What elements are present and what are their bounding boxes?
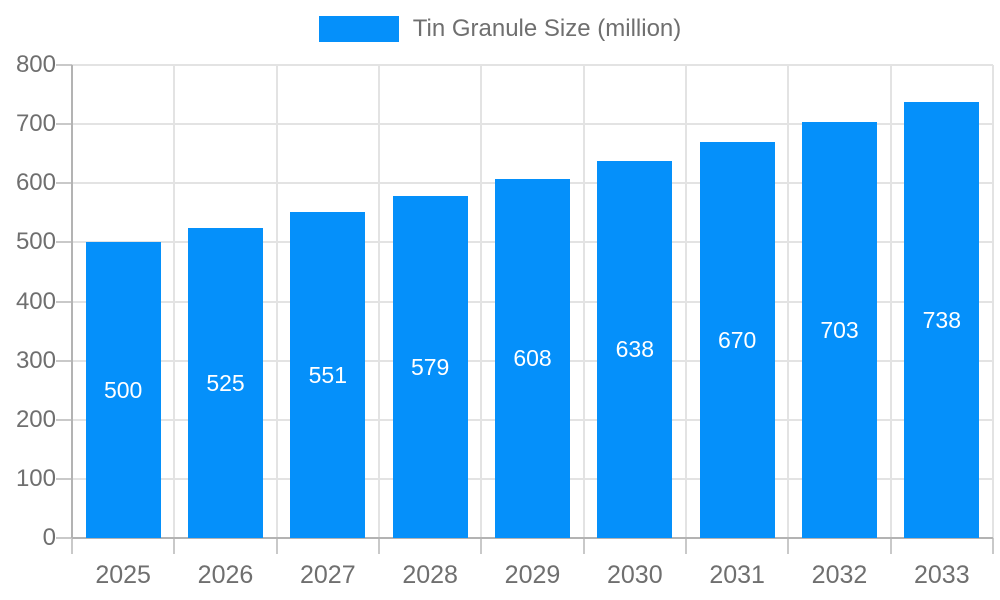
y-axis-label-100: 100: [15, 464, 56, 492]
x-axis-label-2029: 2029: [504, 561, 561, 589]
gridline-vertical-6: [685, 65, 687, 538]
bar-2032: [802, 122, 877, 538]
x-axis-tick-3: [378, 538, 380, 554]
gridline-horizontal-700: [72, 123, 993, 126]
x-axis-label-2031: 2031: [709, 561, 765, 589]
x-axis-tick-0: [71, 538, 73, 554]
x-axis-tick-1: [173, 538, 176, 554]
bar-2027: [290, 212, 366, 538]
x-axis-tick-2: [275, 538, 278, 554]
x-axis-tick-5: [582, 538, 585, 554]
gridline-vertical-9: [992, 65, 994, 538]
bar-value-label-2026: 525: [206, 369, 245, 396]
bar-value-label-2027: 551: [308, 362, 348, 389]
y-axis-label-500: 500: [15, 228, 56, 256]
y-axis-tick-0: [56, 537, 72, 539]
x-axis-label-2033: 2033: [914, 561, 970, 589]
x-axis-tick-6: [685, 538, 687, 554]
bar-2030: [597, 160, 673, 538]
gridline-vertical-2: [275, 65, 278, 538]
x-axis-tick-8: [889, 538, 892, 554]
y-axis-tick-200: [56, 418, 72, 421]
bar-value-label-2031: 670: [717, 326, 757, 353]
gridline-vertical-7: [787, 65, 790, 538]
gridline-vertical-3: [378, 65, 380, 538]
y-axis-label-700: 700: [15, 110, 56, 138]
legend-swatch-icon: [318, 16, 399, 42]
y-axis-tick-100: [56, 477, 72, 480]
bar-value-label-2029: 608: [513, 345, 552, 372]
y-axis-label-0: 0: [42, 524, 56, 551]
bar-value-label-2033: 738: [922, 306, 962, 333]
legend-item-tin-granule-size[interactable]: Tin Granule Size (million): [318, 15, 682, 43]
y-axis-line: [71, 65, 73, 538]
bar-value-label-2032: 703: [820, 317, 859, 344]
bar-value-label-2028: 579: [410, 353, 450, 380]
x-axis-tick-7: [787, 538, 790, 554]
x-axis-label-2028: 2028: [402, 561, 458, 589]
y-axis-tick-700: [56, 123, 72, 126]
bar-2031: [699, 141, 775, 538]
gridline-vertical-4: [480, 65, 483, 538]
y-axis-label-600: 600: [15, 169, 56, 197]
gridline-horizontal-800: [72, 64, 993, 66]
bar-2026: [188, 227, 263, 538]
bar-2033: [904, 101, 980, 538]
bar-2029: [495, 178, 570, 538]
y-axis-tick-500: [56, 241, 72, 244]
y-axis-tick-400: [56, 300, 72, 303]
x-axis-label-2025: 2025: [95, 561, 151, 589]
y-axis-tick-800: [56, 64, 72, 66]
y-axis-tick-600: [56, 182, 72, 185]
y-axis-tick-300: [56, 359, 72, 362]
y-axis-label-400: 400: [15, 287, 56, 315]
legend-label: Tin Granule Size (million): [412, 15, 682, 42]
x-axis-tick-9: [992, 538, 994, 554]
chart-legend: Tin Granule Size (million): [0, 12, 1000, 46]
gridline-vertical-5: [582, 65, 585, 538]
gridline-vertical-8: [889, 65, 892, 538]
bar-2028: [392, 195, 468, 538]
gridline-vertical-1: [173, 65, 176, 538]
bar-2025: [85, 242, 161, 538]
x-axis-line: [72, 537, 993, 539]
x-axis-label-2032: 2032: [811, 561, 868, 589]
x-axis-label-2026: 2026: [197, 561, 254, 589]
bar-value-label-2030: 638: [615, 336, 655, 363]
x-axis-label-2027: 2027: [300, 561, 356, 589]
x-axis-label-2030: 2030: [607, 561, 663, 589]
y-axis-label-300: 300: [15, 346, 56, 374]
bar-value-label-2025: 500: [103, 377, 143, 404]
y-axis-label-800: 800: [15, 51, 56, 78]
y-axis-label-200: 200: [15, 405, 56, 433]
x-axis-tick-4: [480, 538, 483, 554]
